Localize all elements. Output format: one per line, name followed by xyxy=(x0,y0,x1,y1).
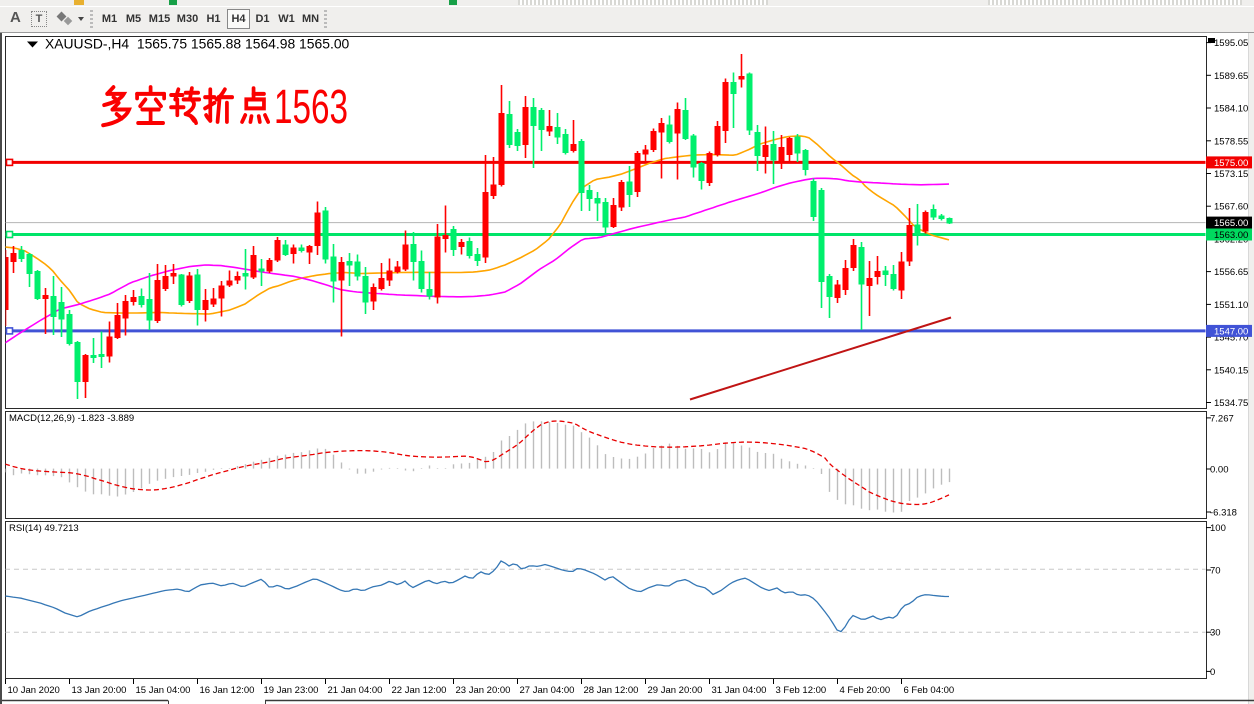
svg-text:16 Jan 12:00: 16 Jan 12:00 xyxy=(200,685,255,696)
svg-text:1565.00: 1565.00 xyxy=(1214,218,1248,229)
svg-text:MACD(12,26,9) -1.823 -3.889: MACD(12,26,9) -1.823 -3.889 xyxy=(9,413,134,424)
svg-text:1534.75: 1534.75 xyxy=(1214,398,1248,409)
svg-text:1578.55: 1578.55 xyxy=(1214,136,1248,147)
svg-text:19 Jan 23:00: 19 Jan 23:00 xyxy=(264,685,319,696)
svg-text:0: 0 xyxy=(1210,667,1215,678)
svg-text:3 Feb 12:00: 3 Feb 12:00 xyxy=(776,685,827,696)
svg-text:1551.10: 1551.10 xyxy=(1214,300,1248,311)
svg-text:4 Feb 20:00: 4 Feb 20:00 xyxy=(840,685,891,696)
svg-text:10 Jan 2020: 10 Jan 2020 xyxy=(8,685,60,696)
svg-text:0.00: 0.00 xyxy=(1210,465,1229,476)
svg-text:1563.00: 1563.00 xyxy=(1214,230,1248,241)
svg-text:23 Jan 20:00: 23 Jan 20:00 xyxy=(456,685,511,696)
svg-text:1563: 1563 xyxy=(274,81,348,134)
svg-text:1547.00: 1547.00 xyxy=(1214,326,1248,337)
svg-text:15 Jan 04:00: 15 Jan 04:00 xyxy=(136,685,191,696)
svg-text:70: 70 xyxy=(1210,566,1221,577)
svg-text:6 Feb 04:00: 6 Feb 04:00 xyxy=(904,685,955,696)
svg-text:1556.65: 1556.65 xyxy=(1214,267,1248,278)
svg-text:RSI(14) 49.7213: RSI(14) 49.7213 xyxy=(9,523,79,534)
svg-text:7.267: 7.267 xyxy=(1210,413,1234,424)
svg-text:1575.00: 1575.00 xyxy=(1214,158,1248,169)
svg-text:28 Jan 12:00: 28 Jan 12:00 xyxy=(584,685,639,696)
svg-text:1589.65: 1589.65 xyxy=(1214,71,1248,82)
svg-text:1567.60: 1567.60 xyxy=(1214,202,1248,213)
svg-text:1540.15: 1540.15 xyxy=(1214,365,1248,376)
svg-text:-6.318: -6.318 xyxy=(1210,508,1237,519)
svg-text:22 Jan 12:00: 22 Jan 12:00 xyxy=(392,685,447,696)
svg-text:13 Jan 20:00: 13 Jan 20:00 xyxy=(72,685,127,696)
svg-text:XAUUSD-,H4 1565.75 1565.88 15: XAUUSD-,H4 1565.75 1565.88 1564.98 1565.… xyxy=(45,36,350,52)
svg-text:29 Jan 20:00: 29 Jan 20:00 xyxy=(648,685,703,696)
svg-text:1584.10: 1584.10 xyxy=(1214,104,1248,115)
svg-text:100: 100 xyxy=(1210,523,1226,534)
svg-text:1595.05: 1595.05 xyxy=(1214,38,1248,49)
svg-text:30: 30 xyxy=(1210,628,1221,639)
svg-text:31 Jan 04:00: 31 Jan 04:00 xyxy=(712,685,767,696)
svg-text:27 Jan 04:00: 27 Jan 04:00 xyxy=(520,685,575,696)
svg-text:21 Jan 04:00: 21 Jan 04:00 xyxy=(328,685,383,696)
svg-text:1545.70: 1545.70 xyxy=(1214,333,1248,344)
svg-text:1573.15: 1573.15 xyxy=(1214,169,1248,180)
